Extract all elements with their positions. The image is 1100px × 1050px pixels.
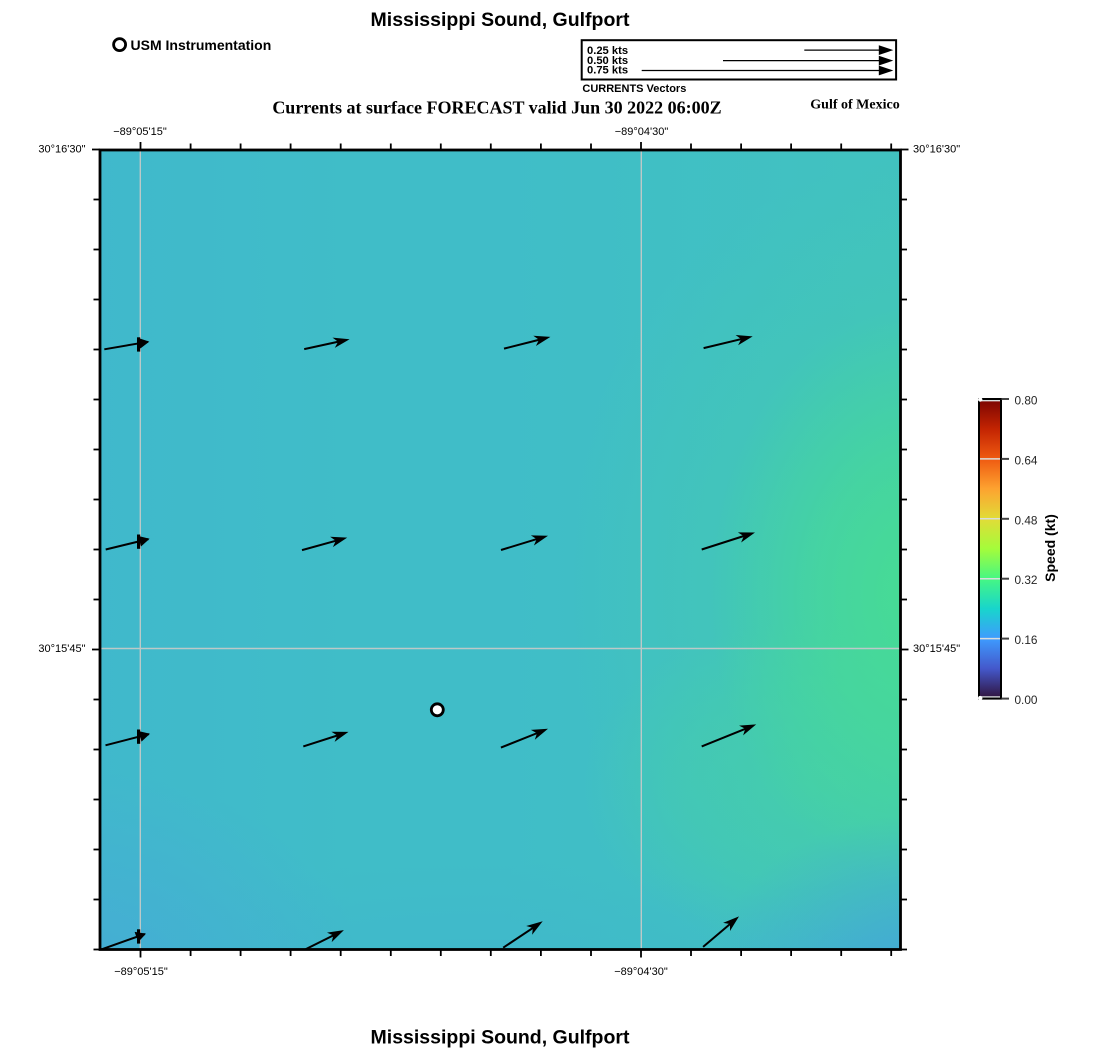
svg-text:30°16'30": 30°16'30"	[913, 144, 960, 156]
svg-text:Speed (kt): Speed (kt)	[1042, 514, 1058, 582]
svg-text:0.32: 0.32	[1015, 573, 1038, 587]
svg-text:−89°04'30": −89°04'30"	[614, 966, 668, 978]
svg-text:30°15'45": 30°15'45"	[38, 643, 85, 655]
svg-text:Mississippi Sound, Gulfport: Mississippi Sound, Gulfport	[371, 9, 630, 31]
svg-text:0.16: 0.16	[1015, 633, 1038, 647]
svg-text:Mississippi Sound, Gulfport: Mississippi Sound, Gulfport	[371, 1027, 630, 1049]
svg-text:0.75 kts: 0.75 kts	[587, 64, 628, 76]
svg-text:CURRENTS Vectors: CURRENTS Vectors	[582, 83, 686, 95]
svg-text:0.48: 0.48	[1015, 513, 1038, 527]
svg-text:0.50 kts: 0.50 kts	[587, 55, 628, 67]
svg-text:−89°04'30": −89°04'30"	[615, 126, 669, 138]
svg-text:−89°05'15": −89°05'15"	[113, 126, 167, 138]
svg-text:Gulf of Mexico: Gulf of Mexico	[810, 98, 899, 113]
svg-text:30°15'45": 30°15'45"	[913, 643, 960, 655]
svg-text:0.64: 0.64	[1015, 453, 1038, 467]
svg-text:Currents at surface FORECAST v: Currents at surface FORECAST valid Jun 3…	[272, 98, 721, 118]
svg-text:−89°05'15": −89°05'15"	[114, 966, 168, 978]
svg-text:30°16'30": 30°16'30"	[38, 144, 85, 156]
svg-text:USM Instrumentation: USM Instrumentation	[131, 37, 272, 53]
svg-text:0.80: 0.80	[1015, 394, 1038, 408]
svg-text:0.00: 0.00	[1015, 693, 1038, 707]
svg-text:0.25 kts: 0.25 kts	[587, 45, 628, 57]
